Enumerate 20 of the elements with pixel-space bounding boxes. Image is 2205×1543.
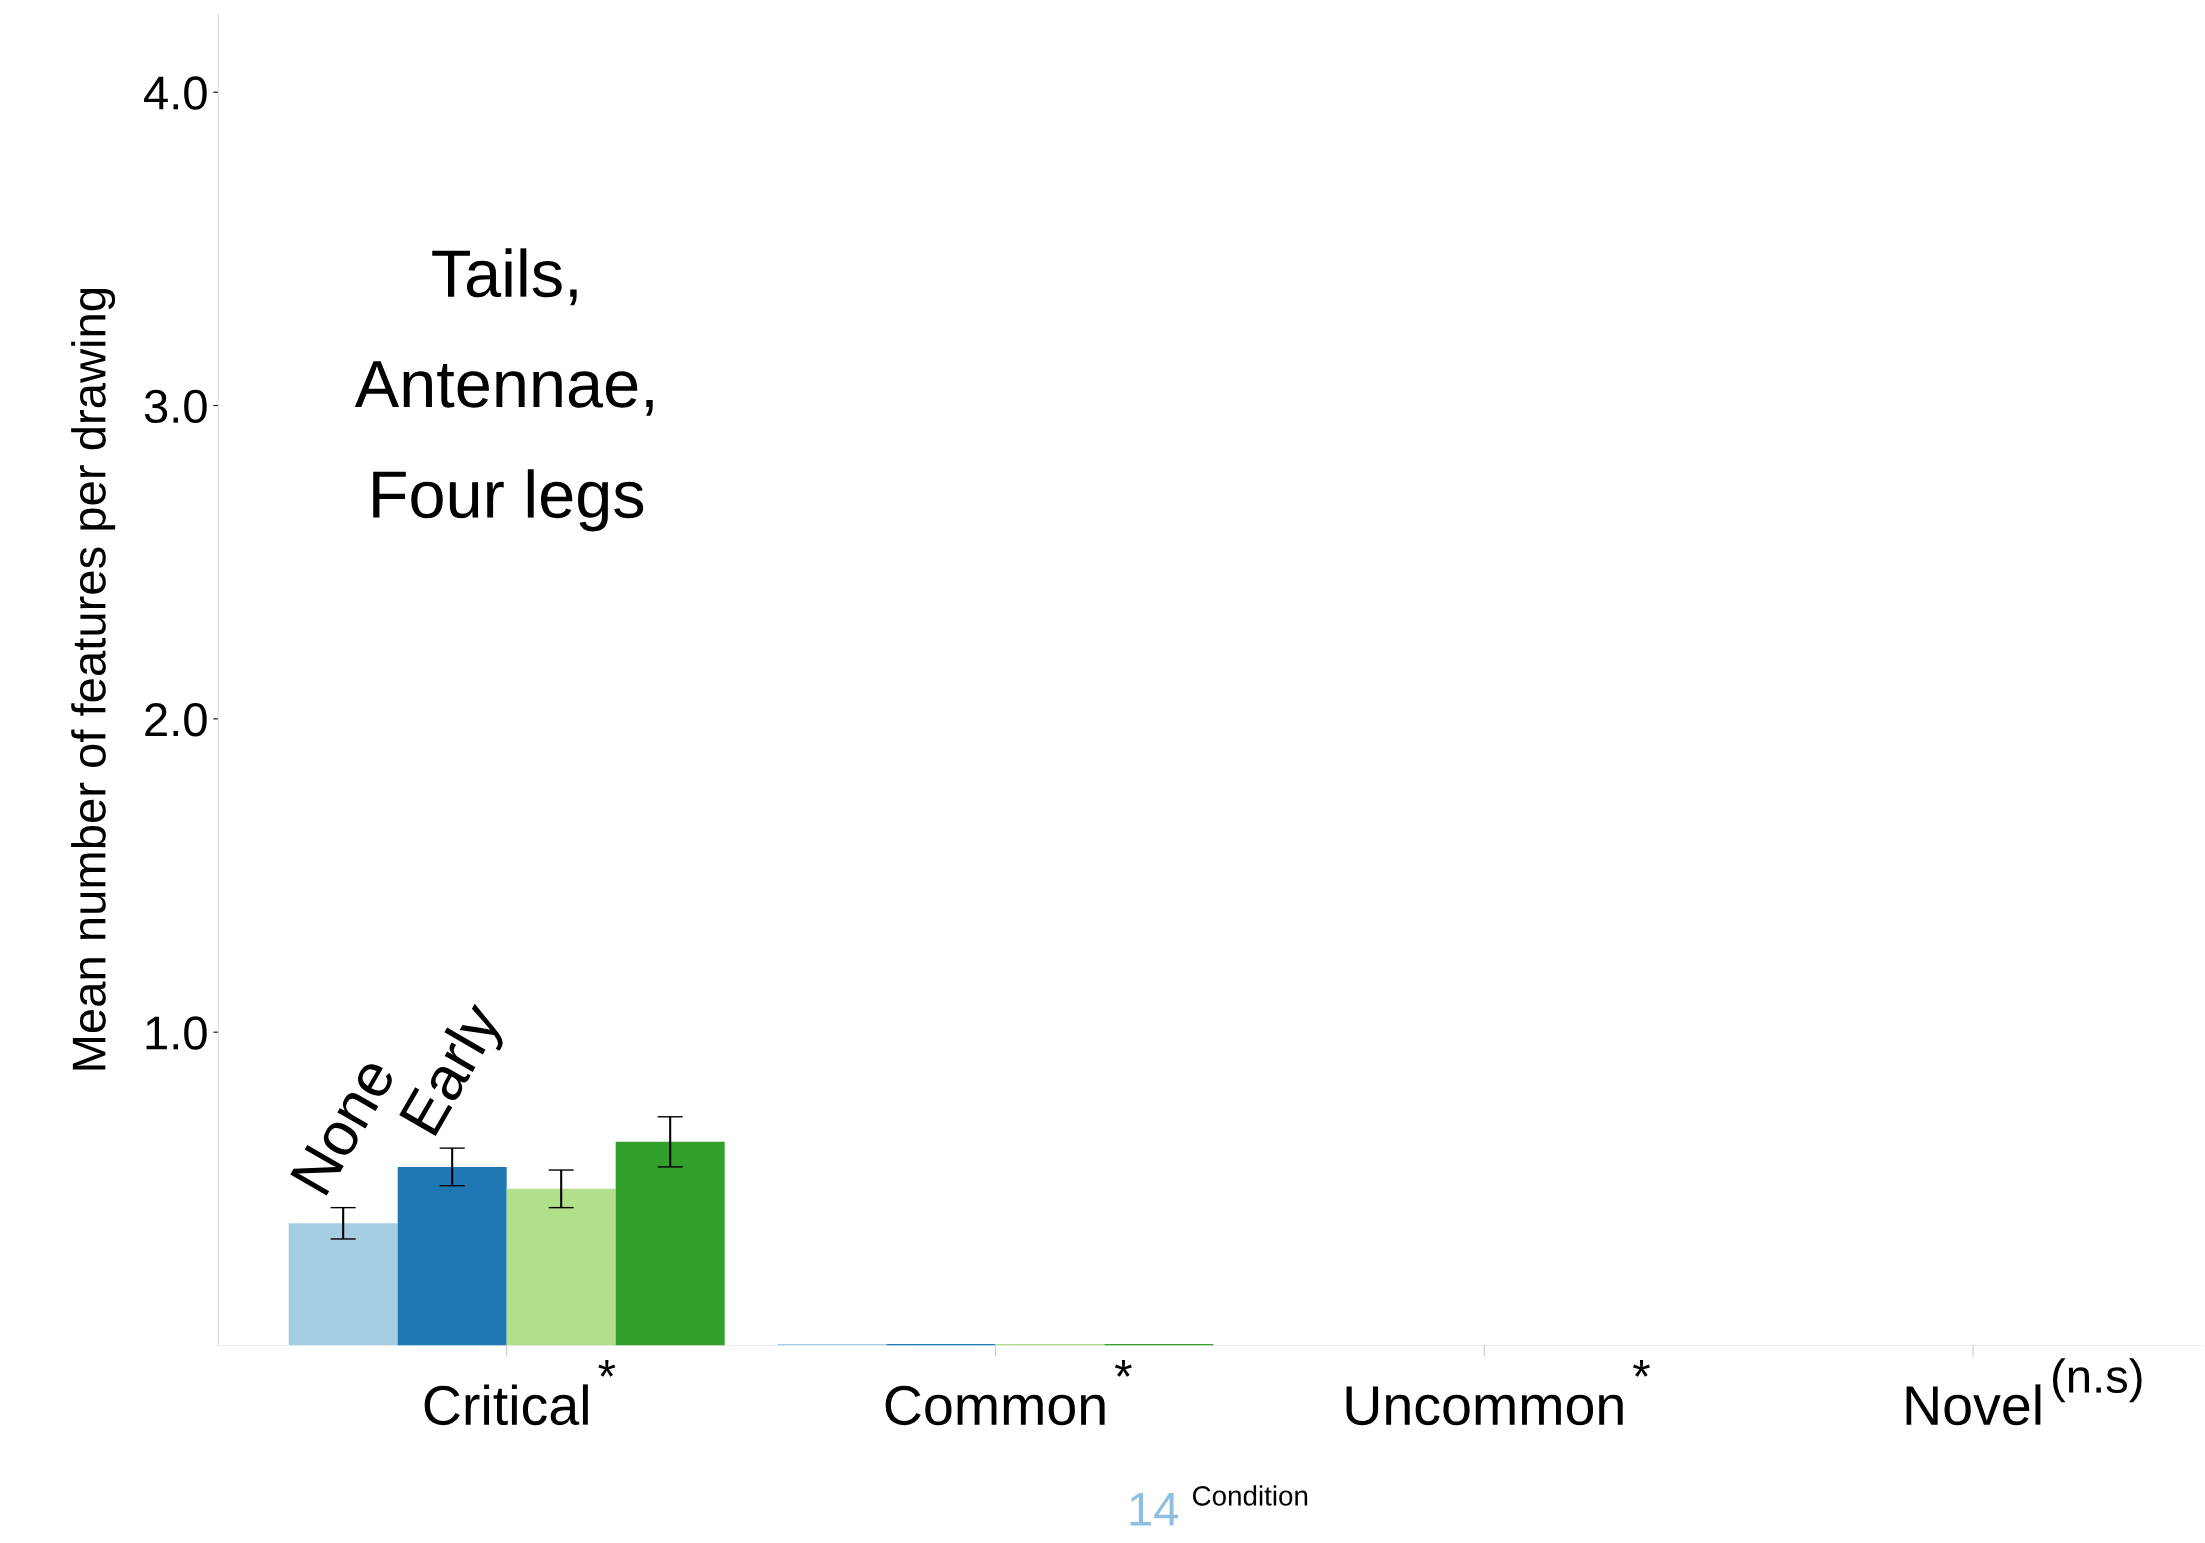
text: *: [598, 1360, 616, 1377]
x-tick-label: Common: [885, 1385, 1105, 1426]
bar: [397, 1166, 507, 1346]
x-axis-title: Condition: [1192, 1485, 1308, 1506]
y-tick-label: 1.0: [146, 1016, 207, 1050]
text: 14: [1130, 1493, 1179, 1526]
annotation: Tails, Antennae, Four legs: [354, 248, 653, 532]
x-tick-label: Uncommon: [1346, 1386, 1623, 1426]
x-tick-label: Novel: [1906, 1384, 2041, 1426]
y-tick-label: 2.0: [145, 702, 207, 737]
y-tick-label: 3.0: [144, 389, 207, 424]
bar: [506, 1188, 616, 1346]
x-tick-label: Critical: [424, 1384, 588, 1426]
y-tick-label: 4.0: [144, 76, 207, 110]
text: *: [1633, 1360, 1650, 1377]
text: (n.s): [2052, 1358, 2142, 1403]
y-axis-title: Mean number of features per drawing: [71, 288, 116, 1070]
bar: [288, 1223, 398, 1346]
bar: [615, 1141, 725, 1346]
text: *: [1114, 1360, 1132, 1377]
